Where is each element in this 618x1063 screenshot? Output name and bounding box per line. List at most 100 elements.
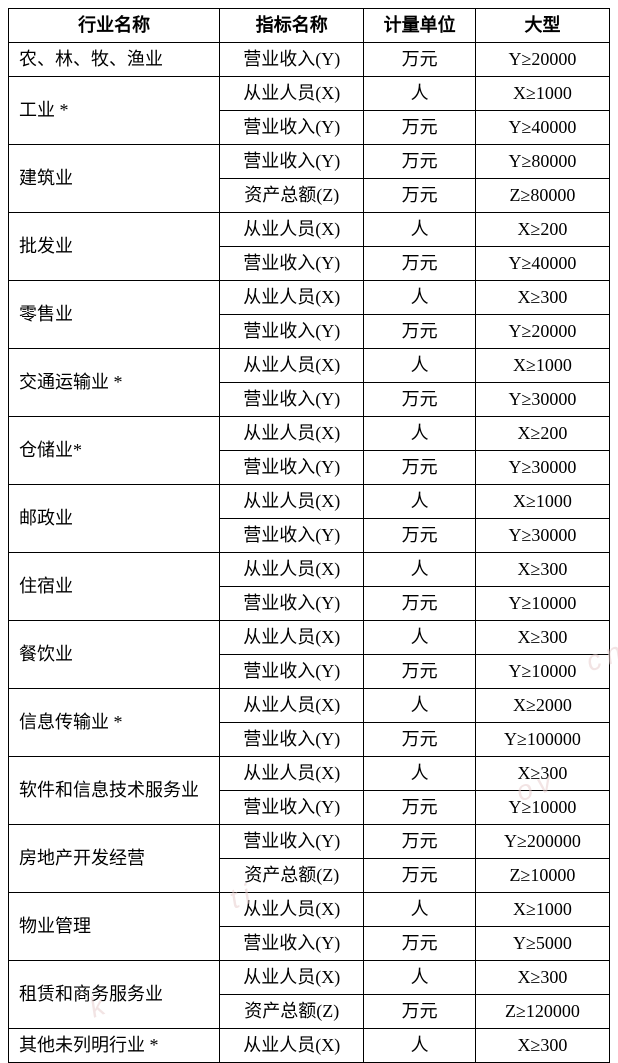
cell-indicator: 营业收入(Y): [220, 43, 364, 77]
cell-large: Z≥120000: [475, 995, 609, 1029]
cell-unit: 万元: [364, 43, 476, 77]
cell-large: Y≥30000: [475, 451, 609, 485]
cell-indicator: 营业收入(Y): [220, 723, 364, 757]
cell-indicator: 从业人员(X): [220, 281, 364, 315]
cell-large: Y≥10000: [475, 587, 609, 621]
cell-indicator: 从业人员(X): [220, 689, 364, 723]
cell-indicator: 从业人员(X): [220, 621, 364, 655]
cell-industry-name: 农、林、牧、渔业: [9, 43, 220, 77]
cell-unit: 万元: [364, 723, 476, 757]
cell-unit: 人: [364, 621, 476, 655]
cell-unit: 人: [364, 485, 476, 519]
cell-indicator: 从业人员(X): [220, 961, 364, 995]
cell-large: Y≥5000: [475, 927, 609, 961]
cell-unit: 万元: [364, 655, 476, 689]
cell-industry-name: 零售业: [9, 281, 220, 349]
table-row: 房地产开发经营营业收入(Y)万元Y≥200000: [9, 825, 610, 859]
cell-unit: 人: [364, 893, 476, 927]
col-header-unit: 计量单位: [364, 9, 476, 43]
cell-industry-name: 住宿业: [9, 553, 220, 621]
table-row: 仓储业*从业人员(X)人X≥200: [9, 417, 610, 451]
cell-unit: 万元: [364, 587, 476, 621]
cell-large: X≥2000: [475, 689, 609, 723]
cell-indicator: 营业收入(Y): [220, 791, 364, 825]
cell-large: Y≥10000: [475, 655, 609, 689]
cell-unit: 人: [364, 757, 476, 791]
cell-large: X≥1000: [475, 893, 609, 927]
cell-large: X≥1000: [475, 485, 609, 519]
cell-indicator: 从业人员(X): [220, 893, 364, 927]
cell-large: X≥300: [475, 553, 609, 587]
table-row: 软件和信息技术服务业从业人员(X)人X≥300: [9, 757, 610, 791]
cell-unit: 人: [364, 553, 476, 587]
cell-indicator: 资产总额(Z): [220, 859, 364, 893]
cell-large: Y≥30000: [475, 519, 609, 553]
cell-indicator: 从业人员(X): [220, 485, 364, 519]
table-body: 农、林、牧、渔业营业收入(Y)万元Y≥20000工业 *从业人员(X)人X≥10…: [9, 43, 610, 1063]
cell-industry-name: 物业管理: [9, 893, 220, 961]
cell-unit: 万元: [364, 145, 476, 179]
cell-unit: 万元: [364, 995, 476, 1029]
cell-industry-name: 工业 *: [9, 77, 220, 145]
cell-large: Z≥10000: [475, 859, 609, 893]
cell-indicator: 资产总额(Z): [220, 995, 364, 1029]
cell-large: X≥300: [475, 757, 609, 791]
col-header-large: 大型: [475, 9, 609, 43]
table-row: 批发业从业人员(X)人X≥200: [9, 213, 610, 247]
cell-large: Y≥40000: [475, 111, 609, 145]
cell-unit: 人: [364, 213, 476, 247]
table-header-row: 行业名称 指标名称 计量单位 大型: [9, 9, 610, 43]
cell-industry-name: 仓储业*: [9, 417, 220, 485]
cell-indicator: 从业人员(X): [220, 213, 364, 247]
cell-unit: 万元: [364, 825, 476, 859]
cell-unit: 万元: [364, 111, 476, 145]
cell-indicator: 从业人员(X): [220, 553, 364, 587]
cell-large: X≥200: [475, 213, 609, 247]
cell-industry-name: 信息传输业 *: [9, 689, 220, 757]
industry-size-table: 行业名称 指标名称 计量单位 大型 农、林、牧、渔业营业收入(Y)万元Y≥200…: [8, 8, 610, 1063]
cell-indicator: 营业收入(Y): [220, 451, 364, 485]
table-row: 工业 *从业人员(X)人X≥1000: [9, 77, 610, 111]
cell-unit: 人: [364, 77, 476, 111]
cell-indicator: 从业人员(X): [220, 77, 364, 111]
cell-unit: 人: [364, 281, 476, 315]
table-row: 邮政业从业人员(X)人X≥1000: [9, 485, 610, 519]
cell-industry-name: 餐饮业: [9, 621, 220, 689]
table-row: 交通运输业 *从业人员(X)人X≥1000: [9, 349, 610, 383]
cell-industry-name: 交通运输业 *: [9, 349, 220, 417]
cell-large: Y≥10000: [475, 791, 609, 825]
cell-large: X≥300: [475, 961, 609, 995]
table-row: 信息传输业 *从业人员(X)人X≥2000: [9, 689, 610, 723]
cell-unit: 万元: [364, 791, 476, 825]
cell-large: X≥200: [475, 417, 609, 451]
cell-unit: 万元: [364, 315, 476, 349]
table-row: 餐饮业从业人员(X)人X≥300: [9, 621, 610, 655]
cell-unit: 人: [364, 417, 476, 451]
table-row: 零售业从业人员(X)人X≥300: [9, 281, 610, 315]
cell-large: Y≥80000: [475, 145, 609, 179]
cell-unit: 万元: [364, 859, 476, 893]
cell-indicator: 营业收入(Y): [220, 383, 364, 417]
col-header-indicator: 指标名称: [220, 9, 364, 43]
cell-unit: 人: [364, 689, 476, 723]
cell-indicator: 从业人员(X): [220, 417, 364, 451]
cell-unit: 万元: [364, 451, 476, 485]
cell-indicator: 营业收入(Y): [220, 111, 364, 145]
cell-indicator: 营业收入(Y): [220, 315, 364, 349]
cell-unit: 万元: [364, 383, 476, 417]
cell-large: Y≥30000: [475, 383, 609, 417]
cell-industry-name: 建筑业: [9, 145, 220, 213]
table-row: 租赁和商务服务业从业人员(X)人X≥300: [9, 961, 610, 995]
cell-large: X≥1000: [475, 349, 609, 383]
cell-large: Z≥80000: [475, 179, 609, 213]
cell-unit: 万元: [364, 179, 476, 213]
col-header-industry: 行业名称: [9, 9, 220, 43]
cell-large: Y≥100000: [475, 723, 609, 757]
table-row: 农、林、牧、渔业营业收入(Y)万元Y≥20000: [9, 43, 610, 77]
cell-unit: 人: [364, 961, 476, 995]
cell-large: Y≥20000: [475, 43, 609, 77]
cell-indicator: 资产总额(Z): [220, 179, 364, 213]
table-row: 物业管理从业人员(X)人X≥1000: [9, 893, 610, 927]
cell-large: X≥300: [475, 621, 609, 655]
cell-industry-name: 软件和信息技术服务业: [9, 757, 220, 825]
